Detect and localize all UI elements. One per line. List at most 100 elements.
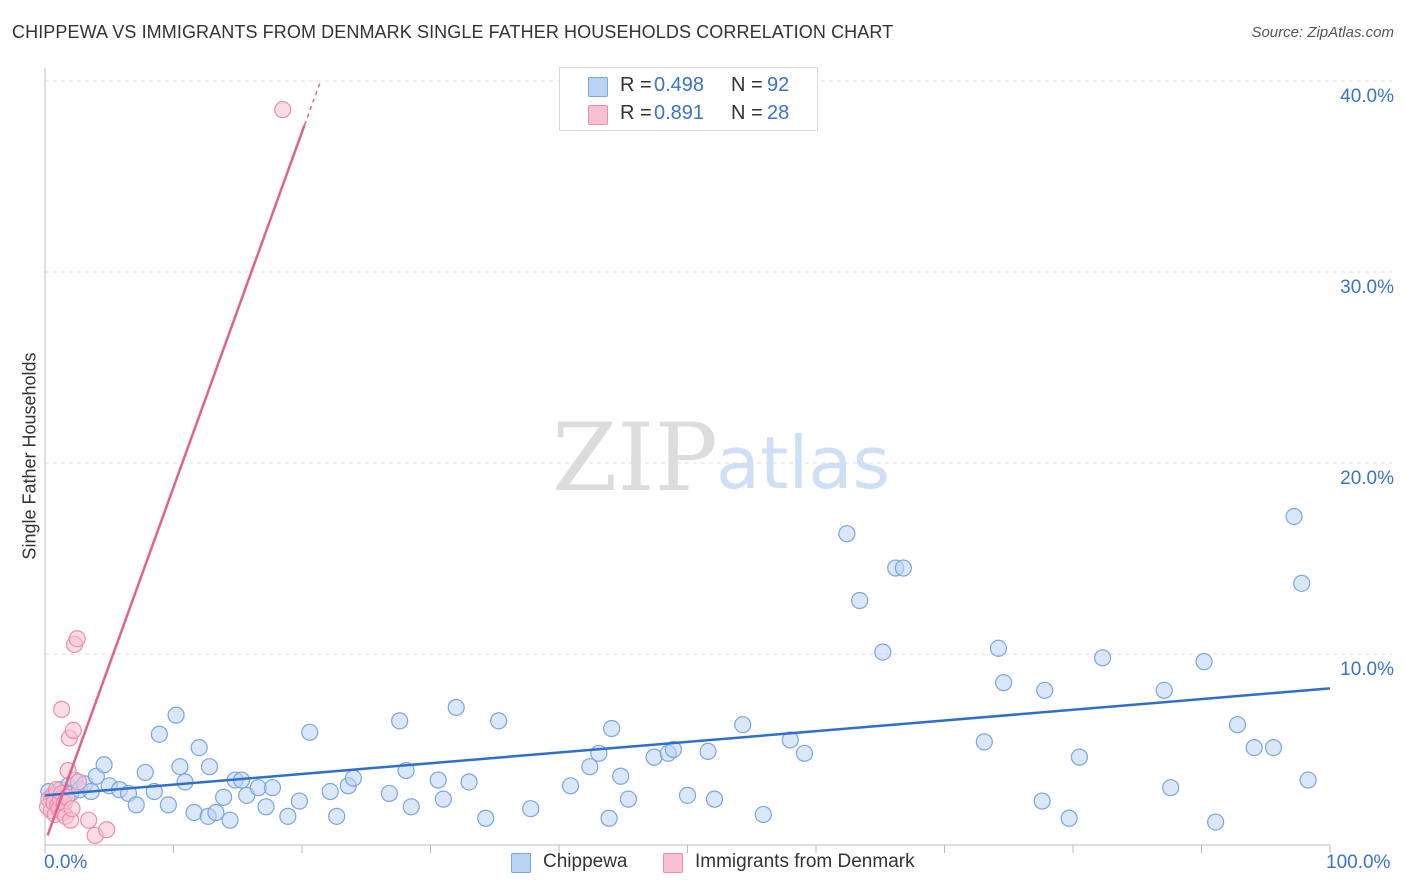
watermark-atlas: atlas (716, 421, 890, 505)
legend-label: Immigrants from Denmark (695, 851, 915, 872)
data-point-chippewa (200, 758, 219, 776)
data-point-chippewa (754, 805, 772, 824)
legend-r-value: 0.498 (654, 74, 705, 96)
data-point-chippewa (344, 769, 362, 787)
legend-r-label: R = (620, 74, 652, 96)
data-point-chippewa (263, 779, 282, 797)
data-point-chippewa (190, 738, 208, 757)
chart-title: CHIPPEWA VS IMMIGRANTS FROM DENMARK SING… (12, 22, 894, 42)
data-point-chippewa (328, 807, 346, 825)
data-point-chippewa (645, 748, 663, 766)
y-tick-label: 30.0% (1340, 277, 1394, 298)
legend-swatch-pink (588, 105, 608, 125)
data-point-chippewa (838, 525, 856, 543)
data-point-denmark (53, 700, 71, 718)
x-tick-label-min: 0.0% (44, 852, 88, 873)
data-point-chippewa (402, 798, 420, 816)
y-tick-label: 40.0% (1340, 86, 1394, 107)
data-point-chippewa (664, 740, 682, 759)
data-point-chippewa (561, 777, 580, 795)
legend-r-value: 0.891 (654, 102, 705, 124)
grid-lines (45, 80, 1392, 655)
trend-line-denmark (46, 124, 306, 836)
data-point-chippewa (257, 798, 275, 816)
data-point-chippewa (603, 719, 621, 738)
data-point-chippewa (678, 786, 697, 804)
data-point-chippewa (612, 767, 630, 785)
data-point-chippewa (1228, 716, 1247, 734)
x-tick-label-max: 100.0% (1326, 852, 1391, 873)
data-point-denmark (64, 721, 82, 740)
legend-swatch-pink (663, 853, 683, 873)
data-point-chippewa (975, 733, 993, 751)
data-point-chippewa (1033, 792, 1051, 810)
data-point-chippewa (522, 800, 540, 818)
data-point-chippewa (321, 782, 339, 801)
data-point-chippewa (1155, 681, 1173, 699)
data-point-chippewa (699, 742, 717, 761)
axes (44, 68, 1331, 853)
legend-row-denmark: R = 0.891 N = 28 (560, 100, 817, 128)
data-point-chippewa (460, 773, 478, 791)
data-point-chippewa (1162, 779, 1180, 797)
data-point-chippewa (851, 591, 869, 610)
data-point-chippewa (95, 756, 113, 774)
data-point-chippewa (447, 698, 465, 717)
legend-row-chippewa: R = 0.498 N = 92 (560, 72, 817, 100)
data-point-chippewa (795, 744, 814, 762)
data-point-chippewa (781, 731, 799, 749)
data-point-chippewa (894, 559, 912, 577)
legend-label: Chippewa (543, 851, 628, 872)
y-tick-label: 10.0% (1340, 659, 1394, 680)
data-point-chippewa (185, 803, 203, 822)
legend-swatch-blue (511, 853, 531, 873)
data-point-chippewa (434, 790, 452, 808)
data-point-chippewa (301, 723, 319, 741)
data-point-chippewa (995, 674, 1013, 692)
data-point-chippewa (619, 790, 637, 808)
data-point-chippewa (221, 811, 239, 829)
data-point-chippewa (477, 809, 495, 827)
data-point-chippewa (207, 803, 225, 822)
data-point-chippewa (1245, 738, 1263, 757)
legend-n-label: N = (731, 74, 763, 96)
data-point-chippewa (380, 784, 398, 803)
data-point-chippewa (1036, 681, 1054, 699)
data-point-chippewa (1264, 738, 1283, 757)
data-point-chippewa (429, 771, 447, 789)
y-axis-label: Single Father Households (19, 352, 40, 560)
legend-stats: R = 0.498 N = 92 R = 0.891 N = 28 (559, 67, 818, 131)
legend-n-value: 92 (767, 74, 790, 96)
chart-source: Source: ZipAtlas.com (1251, 24, 1394, 41)
data-point-denmark (274, 101, 292, 119)
series-chippewa-points (40, 507, 1317, 831)
data-point-chippewa (989, 639, 1008, 657)
data-point-chippewa (1093, 649, 1112, 667)
data-point-denmark (69, 773, 88, 791)
data-point-denmark (80, 811, 98, 829)
data-point-chippewa (171, 758, 189, 776)
data-point-chippewa (581, 758, 599, 776)
data-point-chippewa (215, 788, 233, 806)
data-point-chippewa (705, 790, 724, 808)
data-point-chippewa (1299, 771, 1317, 789)
data-point-chippewa (1195, 653, 1213, 671)
data-point-denmark (63, 800, 81, 818)
data-point-chippewa (159, 796, 177, 814)
data-point-chippewa (290, 792, 309, 810)
legend-swatch-blue (588, 77, 608, 97)
data-point-chippewa (1207, 813, 1225, 831)
data-point-chippewa (734, 716, 752, 734)
trend-line-chippewa (44, 687, 1331, 797)
data-point-chippewa (127, 796, 145, 814)
legend-n-value: 28 (767, 102, 790, 124)
data-point-chippewa (136, 763, 154, 782)
watermark-zip: ZIP (552, 404, 718, 513)
data-point-chippewa (167, 706, 185, 724)
data-point-chippewa (150, 725, 168, 743)
data-point-denmark (68, 630, 86, 648)
data-point-chippewa (391, 712, 409, 730)
data-point-chippewa (1293, 574, 1311, 592)
data-point-chippewa (279, 807, 297, 825)
